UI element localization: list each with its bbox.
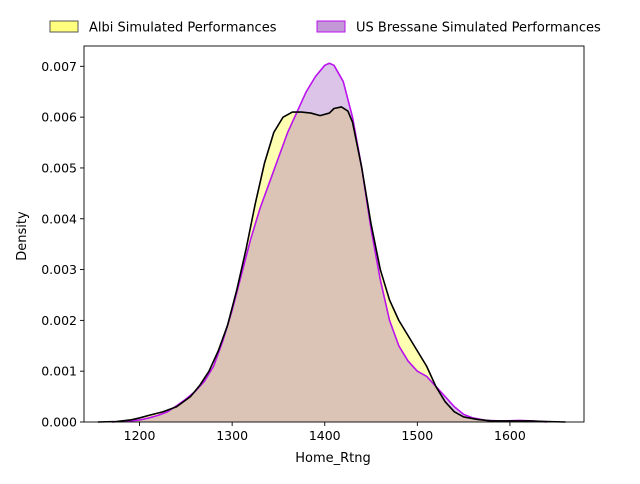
y-tick-label: 0.006 bbox=[41, 110, 77, 125]
x-axis: 1200 1300 1400 1500 1600 bbox=[124, 422, 526, 443]
x-tick-label: 1600 bbox=[494, 428, 526, 443]
y-tick-label: 0.005 bbox=[41, 160, 77, 175]
plot-area bbox=[84, 46, 584, 422]
y-tick-label: 0.002 bbox=[41, 313, 77, 328]
y-axis: 0.000 0.001 0.002 0.003 0.004 0.005 0.006 0.007 bbox=[41, 59, 84, 430]
y-tick-label: 0.003 bbox=[41, 262, 77, 277]
x-tick-label: 1400 bbox=[309, 428, 341, 443]
y-tick-label: 0.004 bbox=[41, 211, 77, 226]
x-tick-label: 1500 bbox=[401, 428, 433, 443]
density-area-1 bbox=[112, 63, 547, 422]
legend-label-bressane: US Bressane Simulated Performances bbox=[356, 21, 601, 36]
x-axis-label: Home_Rtng bbox=[295, 451, 371, 466]
y-axis-label: Density bbox=[15, 211, 30, 261]
legend-swatch-bressane bbox=[317, 21, 345, 32]
y-tick-label: 0.001 bbox=[41, 364, 77, 379]
y-tick-label: 0.007 bbox=[41, 59, 77, 74]
y-tick-label: 0.000 bbox=[41, 415, 77, 430]
legend-label-albi: Albi Simulated Performances bbox=[89, 21, 277, 36]
legend-swatch-albi bbox=[50, 21, 78, 32]
x-tick-label: 1300 bbox=[216, 428, 248, 443]
x-tick-label: 1200 bbox=[124, 428, 156, 443]
legend: Albi Simulated Performances US Bressane … bbox=[50, 21, 601, 36]
